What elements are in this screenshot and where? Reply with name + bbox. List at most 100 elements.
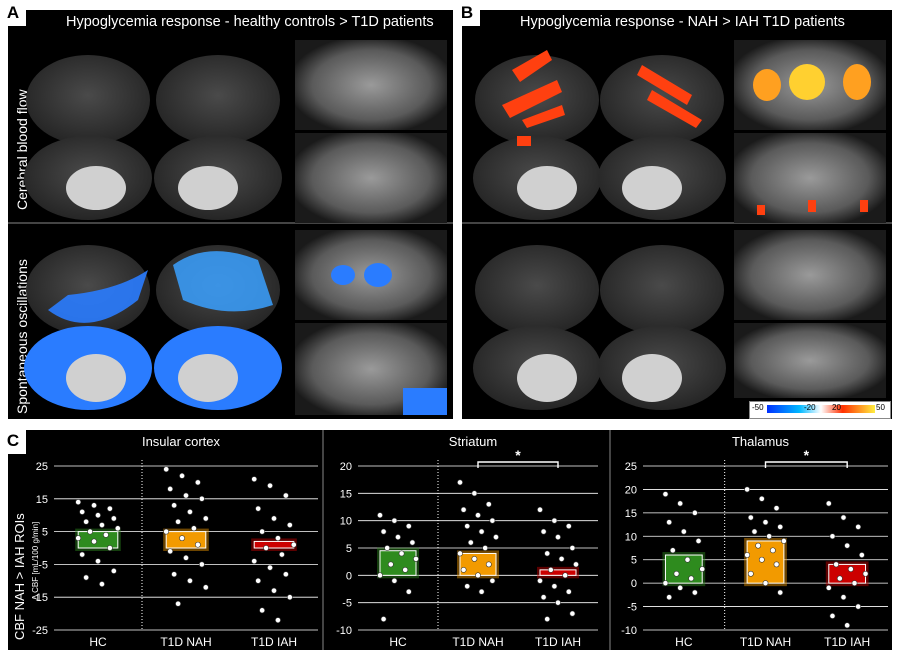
data-point: [391, 577, 398, 584]
data-point: [191, 525, 197, 532]
data-point: [471, 490, 478, 497]
chart-title: Insular cortex: [142, 434, 221, 449]
data-point: [478, 528, 485, 535]
category-label: HC: [675, 635, 693, 649]
data-point: [569, 545, 576, 551]
data-point: [380, 616, 387, 622]
data-point: [493, 534, 499, 540]
data-point: [471, 556, 478, 562]
data-point: [255, 577, 262, 584]
data-point: [175, 600, 181, 607]
y-tick-label: 5: [42, 527, 48, 539]
brain-lateral-left: [26, 55, 150, 145]
data-point: [198, 495, 205, 502]
data-point: [75, 499, 82, 505]
y-axis-units: Δ CBF [mL/100 g/min]: [31, 522, 40, 600]
data-point: [662, 580, 669, 587]
y-tick-label: 10: [340, 516, 352, 528]
data-point: [844, 542, 851, 549]
panel-b-brain-images: [462, 40, 892, 410]
y-tick-label: 10: [625, 531, 637, 543]
significance-bracket: [764, 461, 848, 468]
y-tick-label: 20: [340, 461, 352, 473]
data-point: [380, 528, 387, 535]
data-point: [758, 556, 765, 563]
data-point: [460, 506, 467, 513]
panel-a-brain-images: [8, 40, 453, 415]
data-point: [171, 571, 178, 578]
data-point: [87, 528, 93, 535]
data-point: [187, 509, 193, 515]
data-point: [695, 538, 702, 544]
data-point: [279, 551, 285, 558]
data-point: [547, 566, 554, 573]
y-tick-label: 25: [625, 461, 637, 473]
data-point: [106, 505, 113, 512]
data-point: [409, 539, 416, 546]
data-point: [851, 580, 858, 587]
data-point: [773, 561, 780, 568]
y-tick-label: 5: [631, 555, 637, 567]
bar: [77, 531, 119, 549]
data-point: [673, 570, 680, 577]
data-point: [467, 539, 474, 546]
data-point: [565, 523, 572, 530]
data-point: [836, 575, 843, 582]
colorbar-gradient: [767, 405, 875, 413]
data-point: [847, 566, 854, 572]
data-point: [482, 545, 489, 551]
data-point: [555, 599, 561, 606]
y-tick-label: 25: [36, 461, 48, 473]
category-label: T1D NAH: [740, 635, 791, 649]
data-point: [391, 517, 398, 524]
data-point: [464, 583, 471, 590]
data-point: [755, 542, 762, 549]
data-point: [95, 558, 101, 565]
data-point: [194, 541, 201, 548]
data-point: [114, 525, 121, 532]
data-point: [780, 538, 787, 544]
data-point: [460, 566, 467, 573]
data-point: [858, 552, 865, 558]
bar: [664, 554, 703, 584]
category-label: T1D IAH: [251, 635, 297, 649]
data-point: [163, 466, 170, 473]
data-point: [777, 589, 784, 596]
data-point: [286, 594, 293, 601]
data-point: [457, 550, 463, 557]
data-point: [99, 581, 105, 587]
data-point: [194, 479, 201, 486]
data-point: [485, 561, 492, 568]
data-point: [558, 556, 565, 562]
data-point: [680, 528, 687, 535]
data-point: [773, 505, 780, 512]
colorbar: -50 -20 20 50: [749, 401, 891, 419]
data-point: [175, 518, 181, 525]
y-tick-label: 5: [346, 543, 352, 555]
panel-b-title: Hypoglycemia response - NAH > IAH T1D pa…: [520, 14, 845, 30]
data-point: [179, 472, 185, 479]
data-point: [862, 570, 869, 577]
data-point: [677, 500, 684, 507]
panel-a-title: Hypoglycemia response - healthy controls…: [66, 14, 434, 30]
data-point: [198, 561, 205, 568]
data-point: [377, 572, 383, 579]
colorbar-tick: -20: [804, 403, 816, 412]
y-tick-label: 15: [625, 508, 637, 520]
brain-lateral-right: [156, 55, 280, 145]
data-point: [855, 524, 862, 530]
y-tick-label: -15: [32, 592, 48, 604]
bar: [253, 540, 295, 549]
data-point: [387, 561, 394, 568]
data-point: [551, 517, 558, 524]
data-point: [457, 479, 463, 486]
data-point: [666, 519, 673, 526]
data-point: [267, 564, 273, 571]
data-point: [544, 616, 551, 622]
data-point: [744, 486, 751, 493]
category-label: T1D NAH: [160, 635, 211, 649]
data-point: [83, 574, 90, 581]
data-point: [666, 594, 673, 601]
data-point: [840, 514, 847, 521]
data-point: [384, 545, 391, 551]
